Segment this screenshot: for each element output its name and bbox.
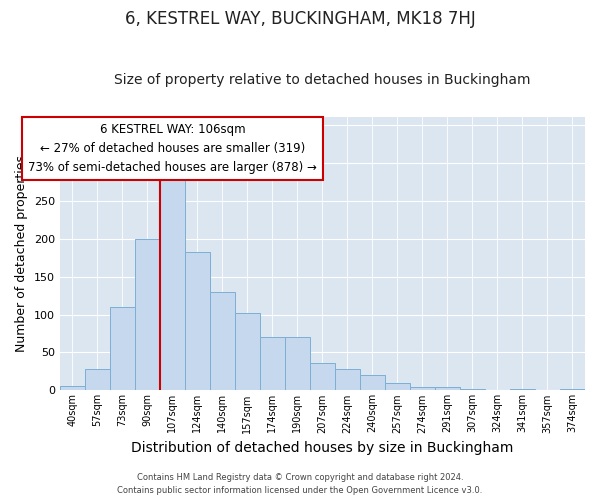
Bar (185, 252, 210, 390)
Y-axis label: Number of detached properties: Number of detached properties (15, 156, 28, 352)
Text: 6 KESTREL WAY: 106sqm
← 27% of detached houses are smaller (319)
73% of semi-det: 6 KESTREL WAY: 106sqm ← 27% of detached … (28, 122, 317, 174)
Text: Contains HM Land Registry data © Crown copyright and database right 2024.
Contai: Contains HM Land Registry data © Crown c… (118, 474, 482, 495)
Bar (210, 292, 235, 390)
Bar (235, 313, 260, 390)
Bar (60, 386, 85, 390)
Bar (460, 389, 485, 390)
X-axis label: Distribution of detached houses by size in Buckingham: Distribution of detached houses by size … (131, 441, 514, 455)
Bar (510, 389, 535, 390)
Text: 6, KESTREL WAY, BUCKINGHAM, MK18 7HJ: 6, KESTREL WAY, BUCKINGHAM, MK18 7HJ (125, 10, 475, 28)
Bar (110, 307, 135, 390)
Bar (135, 238, 160, 390)
Bar (310, 363, 335, 390)
Bar (335, 369, 360, 390)
Title: Size of property relative to detached houses in Buckingham: Size of property relative to detached ho… (114, 73, 530, 87)
Bar (85, 369, 110, 390)
Bar (560, 389, 585, 390)
Bar (360, 375, 385, 390)
Bar (260, 338, 285, 390)
Bar (285, 338, 310, 390)
Bar (160, 166, 185, 390)
Bar (385, 383, 410, 390)
Bar (410, 386, 435, 390)
Bar (435, 386, 460, 390)
